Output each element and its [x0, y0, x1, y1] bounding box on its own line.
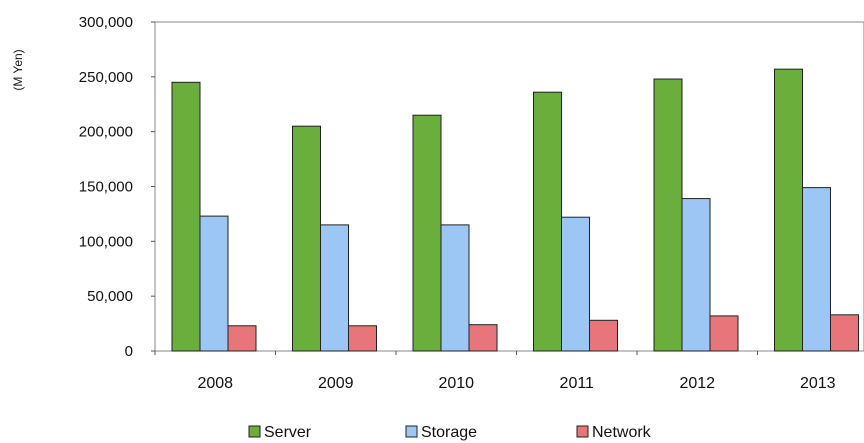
bar-server-2008 [171, 81, 201, 352]
y-tick-label: 300,000 [79, 14, 133, 31]
bar-network-2011 [589, 319, 618, 352]
bar-network-2008 [227, 325, 257, 352]
x-tick-label: 2010 [438, 375, 474, 392]
bar-network-2013 [830, 314, 859, 352]
legend-swatch-server [248, 425, 261, 438]
bar-storage-2010 [440, 224, 470, 352]
legend: Server Storage Network [248, 424, 652, 441]
bar-network-2010 [468, 324, 498, 352]
bar-server-2013 [774, 68, 803, 352]
y-tick-label: 50,000 [87, 288, 133, 305]
y-tick-label: 150,000 [79, 179, 133, 196]
x-tick-label: 2013 [800, 375, 836, 392]
legend-label-network: Network [592, 424, 652, 441]
bar-storage-2012 [681, 198, 711, 352]
bar-network-2009 [348, 325, 377, 352]
y-tick-label: 250,000 [79, 69, 133, 86]
bar-server-2010 [412, 114, 442, 352]
x-tick-label: 2008 [197, 375, 233, 392]
x-tick-label: 2012 [679, 375, 715, 392]
y-tick-label: 0 [125, 343, 133, 360]
bar-server-2011 [533, 91, 562, 352]
bar-storage-2011 [561, 216, 590, 352]
x-axis: 2008 2009 2010 2011 2012 2013 [154, 351, 836, 392]
bar-storage-2013 [802, 187, 831, 352]
bar-server-2012 [653, 78, 683, 352]
bar-storage-2009 [320, 224, 349, 352]
bar-server-2009 [292, 125, 321, 352]
legend-swatch-storage [405, 425, 418, 438]
plot-area [154, 21, 864, 352]
bars [171, 68, 859, 352]
x-tick-label: 2009 [318, 375, 354, 392]
legend-label-server: Server [264, 424, 312, 441]
x-tick-label: 2011 [560, 375, 595, 392]
legend-swatch-network [576, 425, 589, 438]
y-axis-label: (M Yen) [11, 49, 25, 90]
y-tick-label: 200,000 [79, 124, 133, 141]
y-tick-label: 100,000 [79, 233, 133, 250]
y-axis: 0 50,000 100,000 150,000 200,000 250,000 300,0… [79, 14, 155, 360]
bar-network-2012 [709, 315, 739, 352]
bar-storage-2008 [199, 215, 229, 352]
legend-label-storage: Storage [421, 424, 477, 441]
